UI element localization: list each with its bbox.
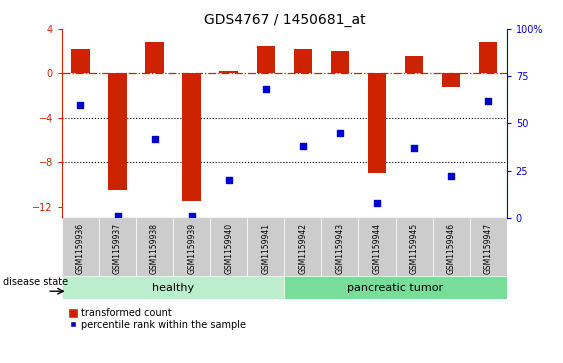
Point: [446, 174, 455, 179]
Title: GDS4767 / 1450681_at: GDS4767 / 1450681_at: [203, 13, 365, 26]
Text: GSM1159943: GSM1159943: [336, 223, 345, 274]
Bar: [330, 51, 349, 73]
FancyBboxPatch shape: [284, 218, 321, 278]
Bar: [220, 71, 238, 73]
Text: GSM1159946: GSM1159946: [446, 223, 455, 274]
Legend: transformed count, percentile rank within the sample: transformed count, percentile rank withi…: [67, 306, 248, 332]
Point: [409, 145, 418, 151]
Text: GSM1159944: GSM1159944: [373, 223, 382, 274]
Text: GSM1159942: GSM1159942: [298, 223, 307, 274]
FancyBboxPatch shape: [62, 276, 284, 299]
Bar: [182, 73, 201, 201]
FancyBboxPatch shape: [247, 218, 284, 278]
Text: disease state: disease state: [3, 277, 69, 287]
Point: [150, 136, 159, 142]
Bar: [145, 42, 164, 73]
FancyBboxPatch shape: [321, 218, 359, 278]
Text: GSM1159937: GSM1159937: [113, 223, 122, 274]
FancyBboxPatch shape: [432, 218, 470, 278]
Point: [298, 143, 307, 149]
FancyBboxPatch shape: [359, 218, 395, 278]
Point: [484, 98, 493, 104]
FancyBboxPatch shape: [62, 218, 99, 278]
Point: [373, 200, 382, 205]
Text: GSM1159936: GSM1159936: [76, 223, 85, 274]
Text: GSM1159940: GSM1159940: [224, 223, 233, 274]
Point: [113, 213, 122, 219]
Bar: [257, 46, 275, 73]
FancyBboxPatch shape: [173, 218, 210, 278]
Bar: [71, 49, 90, 73]
FancyBboxPatch shape: [470, 218, 507, 278]
Point: [187, 213, 196, 219]
Text: pancreatic tumor: pancreatic tumor: [347, 283, 444, 293]
Point: [76, 102, 85, 107]
FancyBboxPatch shape: [395, 218, 432, 278]
Bar: [442, 73, 461, 87]
FancyBboxPatch shape: [99, 218, 136, 278]
Bar: [368, 73, 386, 174]
Text: GSM1159939: GSM1159939: [187, 223, 196, 274]
Text: healthy: healthy: [152, 283, 194, 293]
Point: [336, 130, 345, 136]
Text: GSM1159938: GSM1159938: [150, 223, 159, 274]
Text: GSM1159945: GSM1159945: [409, 223, 418, 274]
Text: GSM1159941: GSM1159941: [261, 223, 270, 274]
Bar: [108, 73, 127, 190]
Bar: [293, 49, 312, 73]
FancyBboxPatch shape: [136, 218, 173, 278]
FancyBboxPatch shape: [284, 276, 507, 299]
FancyBboxPatch shape: [210, 218, 247, 278]
Point: [224, 177, 233, 183]
Bar: [405, 56, 423, 73]
Point: [261, 86, 270, 92]
Bar: [479, 42, 498, 73]
Text: GSM1159947: GSM1159947: [484, 223, 493, 274]
